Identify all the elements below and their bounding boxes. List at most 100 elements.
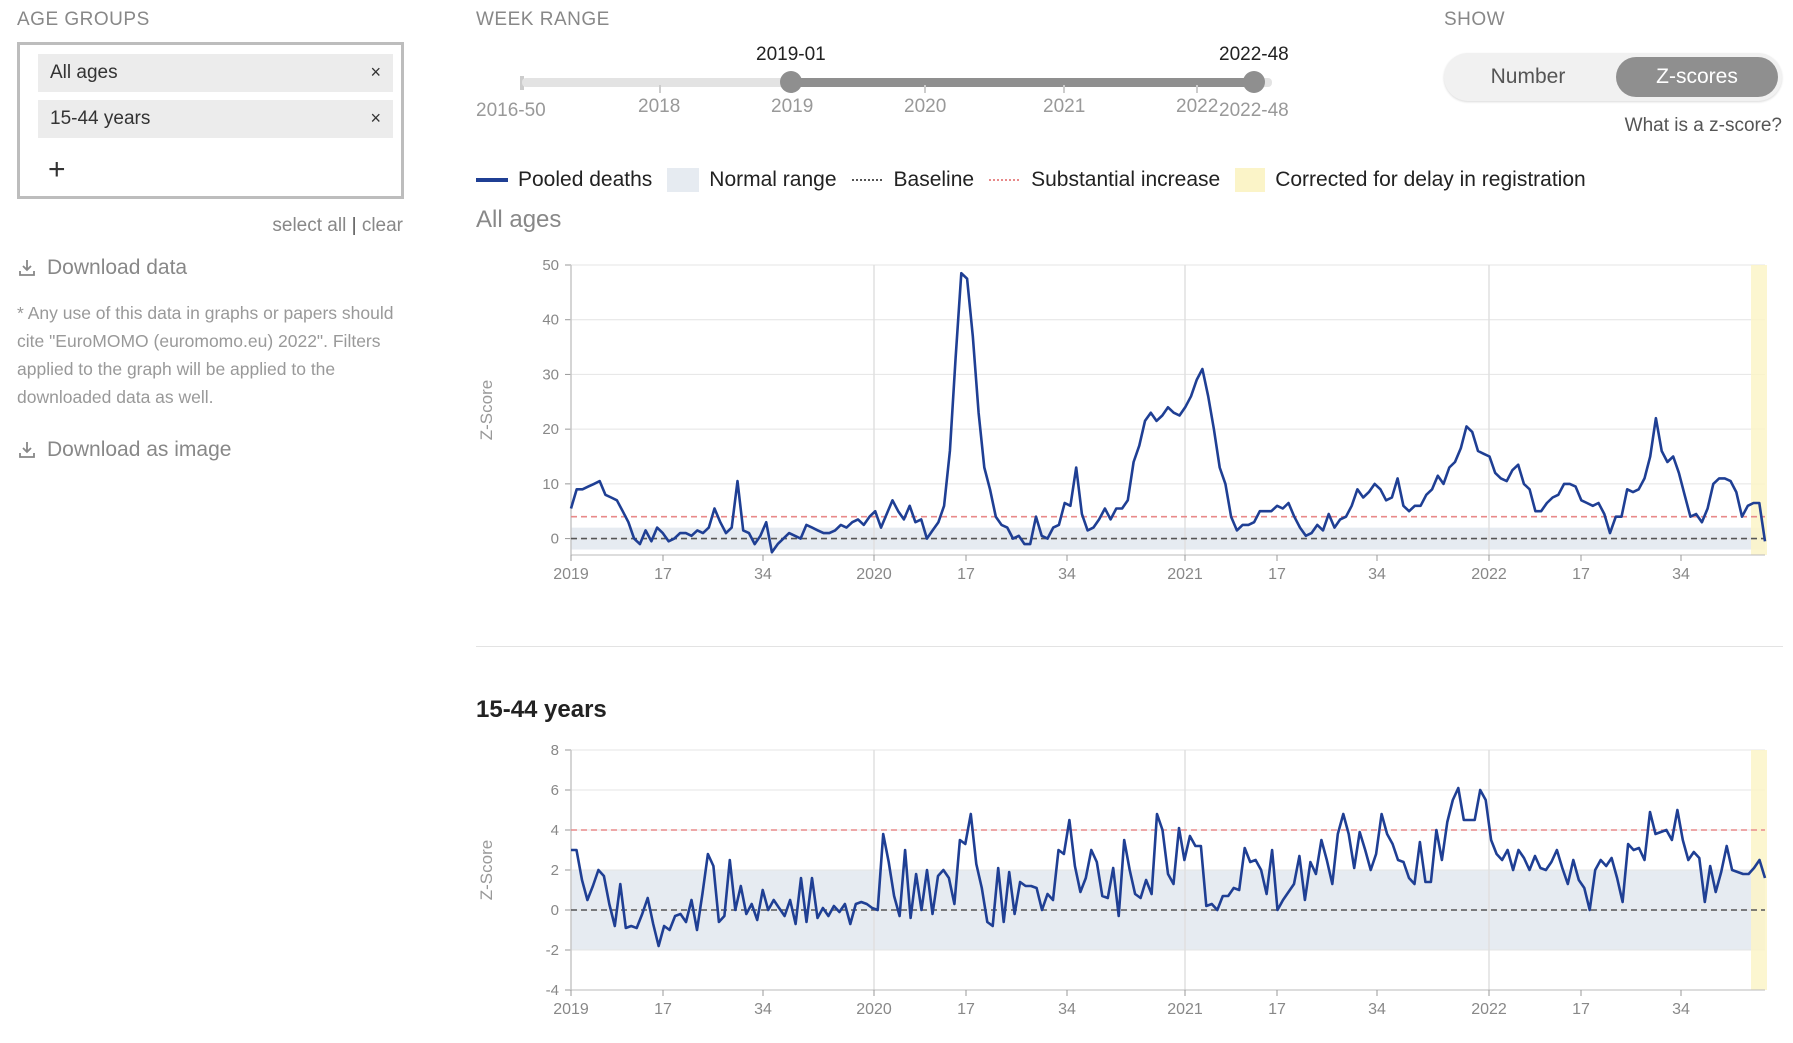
add-age-group-button[interactable]: + bbox=[48, 153, 66, 186]
legend-line-swatch bbox=[476, 178, 508, 182]
x-tick-label: 34 bbox=[1058, 566, 1076, 583]
legend-pooled-deaths[interactable]: Pooled deaths bbox=[476, 168, 652, 192]
slider-tick-label: 2020 bbox=[904, 96, 947, 117]
selection-links: select all | clear bbox=[272, 215, 403, 237]
chip-all-ages: All ages × bbox=[38, 54, 393, 92]
remove-chip-icon[interactable]: × bbox=[370, 62, 381, 82]
week-range-slider[interactable]: 2019-01 2022-48 2016-50 2018 2019 2020 2… bbox=[476, 40, 1376, 130]
legend-normal-range[interactable]: Normal range bbox=[667, 168, 837, 192]
chip-label: 15-44 years bbox=[50, 108, 151, 129]
x-tick-label: 2021 bbox=[1167, 1001, 1203, 1018]
y-axis-label: Z-Score bbox=[477, 380, 496, 440]
x-tick-label: 34 bbox=[1368, 566, 1386, 583]
z-scores-option[interactable]: Z-scores bbox=[1616, 57, 1778, 97]
chip-label: All ages bbox=[50, 62, 118, 83]
legend-label: Normal range bbox=[709, 168, 837, 191]
x-tick-label: 2019 bbox=[553, 566, 589, 583]
download-image-button[interactable]: Download as image bbox=[17, 438, 231, 462]
legend-dotted-swatch bbox=[851, 179, 884, 181]
slider-tick-label: 2019 bbox=[771, 96, 814, 117]
y-tick-label: 40 bbox=[542, 312, 559, 329]
legend-label: Pooled deaths bbox=[518, 168, 653, 191]
slider-tick bbox=[1196, 85, 1198, 93]
age-groups-title: AGE GROUPS bbox=[17, 9, 150, 30]
y-tick-label: 10 bbox=[542, 476, 559, 493]
slider-start-value: 2019-01 bbox=[756, 44, 826, 65]
legend-label: Substantial increase bbox=[1031, 168, 1221, 191]
y-tick-label: 0 bbox=[551, 531, 559, 548]
remove-chip-icon[interactable]: × bbox=[370, 108, 381, 128]
x-tick-label: 17 bbox=[957, 566, 975, 583]
x-tick-label: 17 bbox=[957, 1001, 975, 1018]
link-separator: | bbox=[351, 215, 357, 236]
legend-dotted-swatch bbox=[989, 179, 1022, 181]
y-tick-label: 8 bbox=[551, 742, 559, 759]
clear-link[interactable]: clear bbox=[361, 215, 403, 236]
slider-tick-label: 2018 bbox=[638, 96, 681, 117]
slider-selected-range bbox=[792, 78, 1254, 87]
select-all-link[interactable]: select all bbox=[272, 215, 347, 236]
y-tick-label: -4 bbox=[546, 982, 559, 999]
y-tick-label: 50 bbox=[542, 257, 559, 274]
slider-tick-label: 2021 bbox=[1043, 96, 1086, 117]
download-icon bbox=[19, 260, 35, 276]
x-tick-label: 34 bbox=[1672, 1001, 1690, 1018]
number-option[interactable]: Number bbox=[1490, 65, 1566, 88]
week-range-title: WEEK RANGE bbox=[476, 9, 610, 30]
legend-label: Corrected for delay in registration bbox=[1275, 168, 1586, 191]
x-tick-label: 17 bbox=[1268, 566, 1286, 583]
chart-title-15-44-years: 15-44 years bbox=[476, 696, 607, 723]
show-toggle: Number Z-scores bbox=[1444, 53, 1782, 101]
x-tick-label: 17 bbox=[654, 1001, 672, 1018]
x-tick-label: 34 bbox=[754, 1001, 772, 1018]
x-tick-label: 2021 bbox=[1167, 566, 1203, 583]
slider-start-handle[interactable] bbox=[780, 71, 802, 93]
x-tick-label: 2022 bbox=[1471, 1001, 1507, 1018]
legend-label: Baseline bbox=[893, 168, 975, 191]
download-icon bbox=[19, 442, 35, 458]
y-tick-label: 6 bbox=[551, 782, 559, 799]
chip-15-44-years: 15-44 years × bbox=[38, 100, 393, 138]
x-tick-label: 34 bbox=[1672, 566, 1690, 583]
show-title: SHOW bbox=[1444, 9, 1506, 30]
legend-area-swatch bbox=[1235, 168, 1266, 192]
slider-end-value: 2022-48 bbox=[1219, 44, 1289, 65]
citation-note: * Any use of this data in graphs or pape… bbox=[17, 303, 394, 407]
x-tick-label: 2020 bbox=[856, 566, 892, 583]
y-tick-label: -2 bbox=[546, 942, 559, 959]
x-tick-label: 17 bbox=[1572, 566, 1590, 583]
x-tick-label: 34 bbox=[1368, 1001, 1386, 1018]
x-tick-label: 2022 bbox=[1471, 566, 1507, 583]
legend-corrected[interactable]: Corrected for delay in registration bbox=[1235, 168, 1586, 192]
download-data-button[interactable]: Download data bbox=[17, 256, 187, 280]
age-group-selector[interactable]: All ages × 15-44 years × + bbox=[17, 42, 404, 199]
x-tick-label: 2020 bbox=[856, 1001, 892, 1018]
x-tick-label: 17 bbox=[654, 566, 672, 583]
corrected-band bbox=[1751, 265, 1767, 555]
y-axis-label: Z-Score bbox=[477, 840, 496, 900]
y-tick-label: 2 bbox=[551, 862, 559, 879]
download-data-label: Download data bbox=[47, 256, 188, 279]
legend-substantial-increase[interactable]: Substantial increase bbox=[989, 168, 1220, 192]
x-tick-label: 17 bbox=[1572, 1001, 1590, 1018]
slider-tick bbox=[659, 85, 661, 93]
y-tick-label: 0 bbox=[551, 902, 559, 919]
slider-tick bbox=[1063, 85, 1065, 93]
x-tick-label: 34 bbox=[1058, 1001, 1076, 1018]
slider-end-handle[interactable] bbox=[1243, 71, 1265, 93]
y-tick-label: 30 bbox=[542, 366, 559, 383]
legend-baseline[interactable]: Baseline bbox=[851, 168, 975, 192]
chart-title-all-ages: All ages bbox=[476, 206, 562, 233]
slider-tick-label: 2022 bbox=[1176, 96, 1219, 117]
x-tick-label: 34 bbox=[754, 566, 772, 583]
slider-min-label: 2016-50 bbox=[476, 100, 546, 121]
chart-divider bbox=[476, 646, 1783, 647]
x-tick-label: 2019 bbox=[553, 1001, 589, 1018]
corrected-band bbox=[1751, 750, 1767, 990]
slider-tick bbox=[924, 85, 926, 93]
z-score-help-link[interactable]: What is a z-score? bbox=[1624, 115, 1782, 136]
y-tick-label: 20 bbox=[542, 421, 559, 438]
slider-max-label: 2022-48 bbox=[1219, 100, 1289, 121]
